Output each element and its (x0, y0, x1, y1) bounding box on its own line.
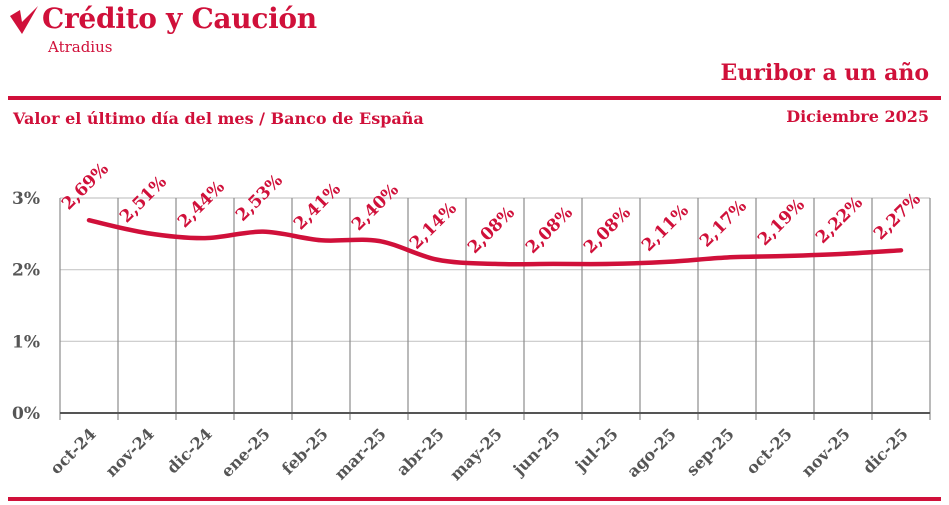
data-label: 2,40% (348, 180, 403, 235)
data-label: 2,41% (290, 179, 345, 234)
x-tick-label: dic-25 (859, 424, 912, 477)
x-tick-label: may-25 (446, 424, 506, 484)
x-tick-label: oct-24 (46, 424, 100, 478)
date-label: Diciembre 2025 (786, 107, 929, 126)
checkmark-logo-icon (10, 6, 38, 34)
y-tick-label: 2% (12, 261, 40, 281)
chart-subtitle: Valor el último día del mes / Banco de E… (13, 109, 424, 128)
data-label: 2,17% (696, 197, 751, 252)
chart-title: Euribor a un año (720, 60, 929, 86)
x-tick-label: nov-25 (798, 424, 854, 480)
x-tick-label: feb-25 (278, 424, 332, 478)
x-tick-label: dic-24 (163, 424, 216, 477)
data-label: 2,08% (464, 203, 519, 258)
x-tick-label: abr-25 (393, 424, 448, 479)
x-tick-label: oct-25 (742, 424, 796, 478)
x-tick-label: mar-25 (331, 424, 390, 483)
y-tick-label: 3% (12, 189, 40, 209)
y-tick-label: 1% (12, 332, 40, 352)
data-label: 2,08% (522, 203, 577, 258)
data-label: 2,11% (638, 201, 693, 256)
x-tick-label: ago-25 (623, 424, 680, 481)
brand-subtitle: Atradius (48, 38, 113, 56)
data-label: 2,69% (58, 159, 113, 214)
footer-divider (8, 497, 941, 501)
data-label: 2,51% (116, 172, 171, 227)
brand-name: Crédito y Caución (42, 2, 317, 35)
x-tick-label: ene-25 (217, 424, 274, 481)
x-tick-label: jul-25 (570, 424, 622, 476)
data-label: 2,22% (812, 193, 867, 248)
data-label: 2,19% (754, 195, 809, 250)
x-tick-label: nov-24 (102, 424, 158, 480)
x-tick-label: jun-25 (508, 424, 564, 480)
data-label: 2,08% (580, 203, 635, 258)
x-tick-label: sep-25 (682, 424, 737, 479)
data-label: 2,14% (406, 199, 461, 254)
data-label: 2,44% (174, 177, 229, 232)
y-tick-label: 0% (12, 404, 40, 424)
header-divider (8, 96, 941, 100)
